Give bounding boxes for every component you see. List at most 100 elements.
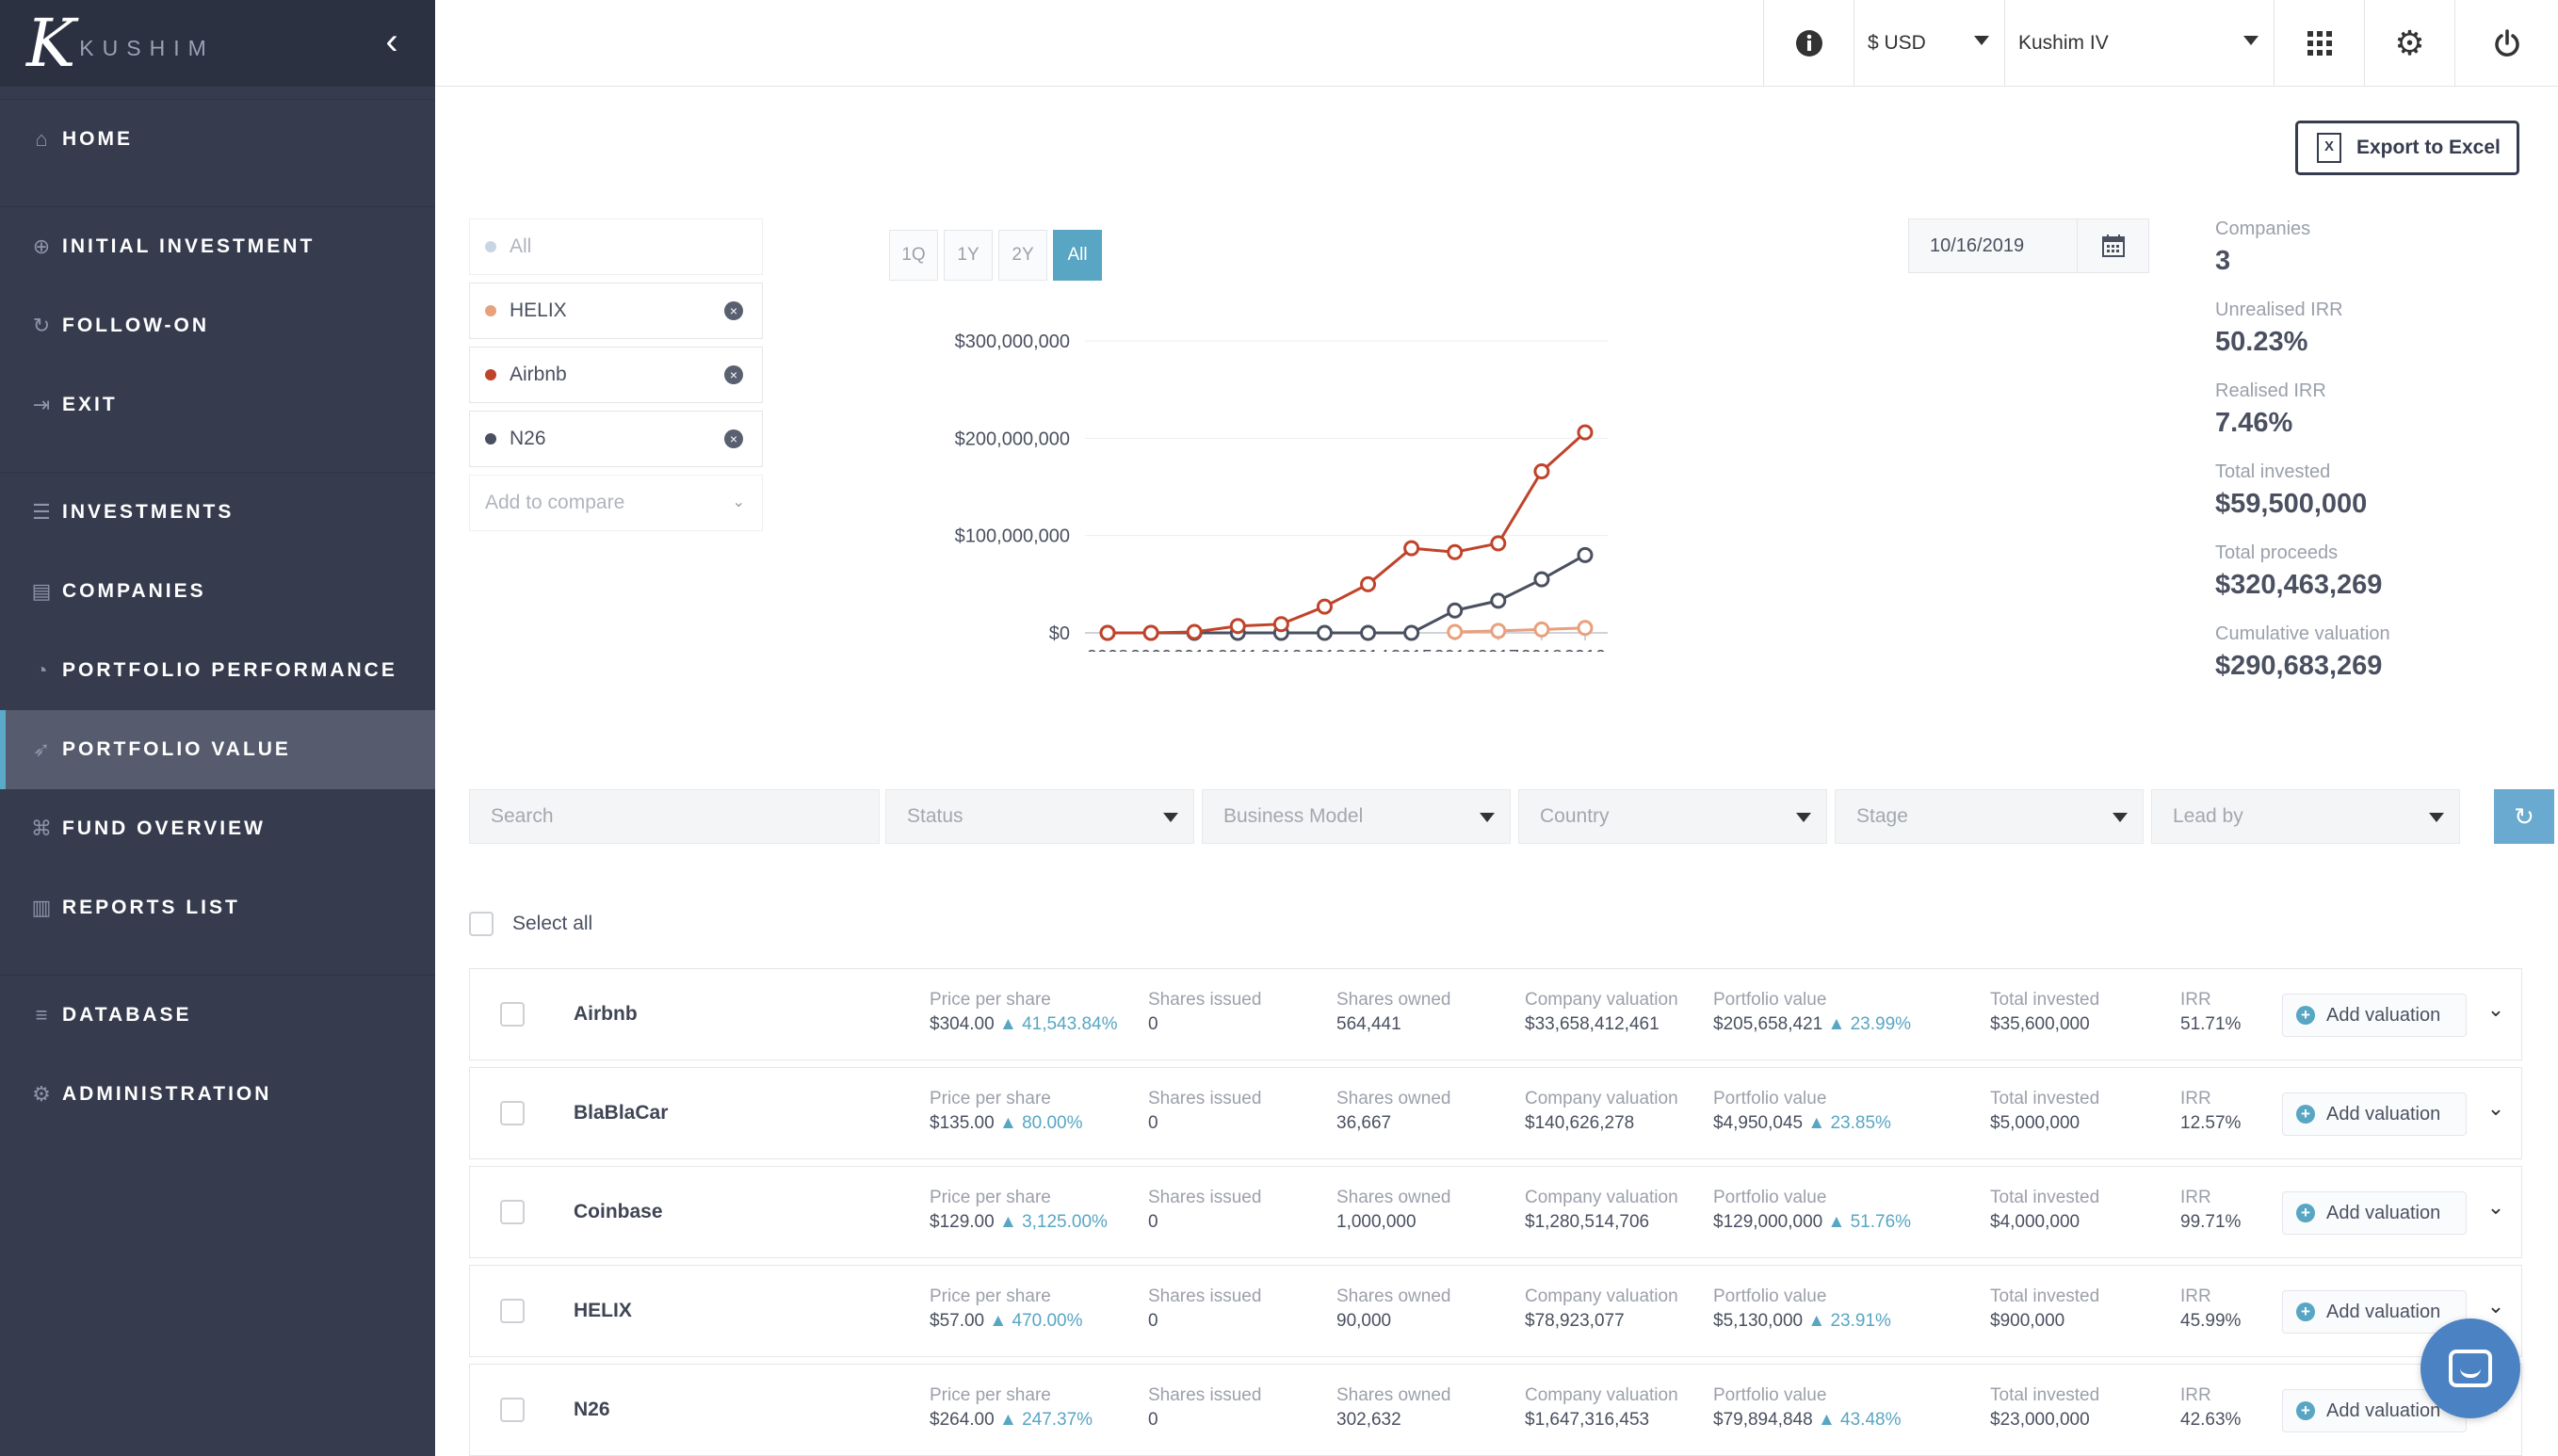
data-point-airbnb [1229, 618, 1246, 635]
sidebar-item-follow-on[interactable]: ↻ FOLLOW-ON [0, 286, 435, 365]
compare-item[interactable]: HELIX × [469, 283, 763, 339]
range-button-1y[interactable]: 1Y [944, 230, 993, 281]
add-valuation-button[interactable]: + Add valuation [2282, 1092, 2467, 1136]
dashboard-icon: ◔ [35, 658, 48, 682]
portfolio-value-chart: $0 $100,000,000 $200,000,000 $300,000,000 20… [955, 332, 1608, 652]
refresh-icon: ↻ [2514, 801, 2534, 831]
company-name: HELIX [574, 1300, 632, 1321]
select-all-checkbox[interactable] [469, 912, 494, 936]
collapse-sidebar-icon[interactable]: ‹ [385, 21, 398, 62]
info-button[interactable] [1763, 0, 1854, 87]
cell-change: 51.76% [1850, 1212, 1912, 1232]
sidebar-item-investments[interactable]: ☰ INVESTMENTS [0, 473, 435, 552]
sidebar-item-administration[interactable]: ⚙ ADMINISTRATION [0, 1055, 435, 1134]
sidebar-item-label: FUND OVERVIEW [62, 817, 266, 839]
filter-country-select[interactable]: Country [1518, 789, 1827, 844]
add-valuation-button[interactable]: + Add valuation [2282, 1389, 2467, 1432]
add-valuation-label: Add valuation [2326, 1004, 2441, 1026]
cell-value: $57.00 [930, 1311, 985, 1331]
table-row: HELIX Price per share $57.00 ▲ 470.00% Shar… [469, 1265, 2522, 1357]
date-value: 10/16/2019 [1930, 235, 2025, 256]
cell-value-line: 99.71% [2180, 1210, 2241, 1235]
logout-button[interactable] [2454, 0, 2558, 87]
sidebar-item-label: COMPANIES [62, 580, 206, 602]
sidebar-item-reports-list[interactable]: ▥ REPORTS LIST [0, 868, 435, 947]
cell-value-line: 0 [1148, 1111, 1261, 1136]
chevron-down-icon[interactable]: ⌄ [2486, 1195, 2505, 1219]
cell-change: 23.91% [1830, 1311, 1891, 1331]
chevron-down-icon[interactable]: ⌄ [2486, 1096, 2505, 1120]
cell-label: Shares owned [1336, 1286, 1451, 1306]
remove-icon[interactable]: × [724, 365, 743, 384]
sidebar-item-label: FOLLOW-ON [62, 315, 210, 336]
add-valuation-button[interactable]: + Add valuation [2282, 1290, 2467, 1334]
filter-status-select[interactable]: Status [885, 789, 1194, 844]
cell-label: Total invested [1990, 990, 2100, 1010]
data-point-airbnb [1186, 623, 1203, 640]
cell-value-line: $35,600,000 [1990, 1012, 2099, 1037]
stat-value: 7.46% [2215, 408, 2293, 438]
filter-lead-by-select[interactable]: Lead by [2151, 789, 2460, 844]
sidebar-item-label: ADMINISTRATION [62, 1083, 272, 1105]
refresh-button[interactable]: ↻ [2494, 789, 2554, 844]
logo-mark: K [26, 5, 76, 82]
sidebar-item-exit[interactable]: ⇥ EXIT [0, 365, 435, 445]
search-input[interactable]: Search [469, 789, 880, 844]
range-button-all[interactable]: All [1053, 230, 1102, 281]
select-all[interactable]: Select all [469, 912, 592, 936]
cell-label: Portfolio value [1713, 1286, 1827, 1306]
cell-value-line: $1,280,514,706 [1525, 1210, 1678, 1235]
chevron-down-icon[interactable]: ⌄ [2486, 1294, 2505, 1318]
export-to-excel-button[interactable]: X Export to Excel [2295, 121, 2519, 175]
remove-icon[interactable]: × [724, 429, 743, 448]
calendar-button[interactable] [2077, 219, 2148, 272]
sidebar-item-companies[interactable]: ▤ COMPANIES [0, 552, 435, 631]
sidebar-item-label: REPORTS LIST [62, 897, 240, 918]
range-button-1q[interactable]: 1Q [889, 230, 938, 281]
row-checkbox[interactable] [500, 1002, 525, 1027]
chat-launcher[interactable] [2420, 1318, 2520, 1418]
sidebar-item-portfolio-performance[interactable]: ◔ PORTFOLIO PERFORMANCE [0, 631, 435, 710]
sidebar-item-portfolio-value[interactable]: ➶ PORTFOLIO VALUE [0, 710, 435, 789]
sidebar-item-initial-investment[interactable]: ⊕ INITIAL INVESTMENT [0, 207, 435, 286]
remove-icon[interactable]: × [724, 301, 743, 320]
row-checkbox[interactable] [500, 1101, 525, 1125]
currency-select[interactable]: $ USD [1854, 0, 2004, 87]
cell-value-line: 51.71% [2180, 1012, 2241, 1037]
cell-shares-owned: Shares owned 1,000,000 [1336, 1186, 1450, 1235]
add-to-compare-select[interactable]: Add to compare ⌄ [469, 475, 763, 531]
range-button-2y[interactable]: 2Y [998, 230, 1047, 281]
cell-label: IRR [2180, 1188, 2211, 1207]
settings-button[interactable]: ⚙ [2364, 0, 2454, 87]
stat-value: $320,463,269 [2215, 570, 2383, 600]
sidebar-item-database[interactable]: ≡ DATABASE [0, 976, 435, 1055]
add-valuation-button[interactable]: + Add valuation [2282, 1191, 2467, 1235]
stat-item: Total proceeds $320,463,269 [2215, 542, 2535, 623]
sidebar-item-fund-overview[interactable]: ⌘ FUND OVERVIEW [0, 789, 435, 868]
row-checkbox[interactable] [500, 1299, 525, 1323]
compare-item[interactable]: Airbnb × [469, 347, 763, 403]
stat-value: 3 [2215, 246, 2231, 276]
x-tick-label: 2016 [1433, 647, 1476, 652]
compare-item[interactable]: N26 × [469, 411, 763, 467]
fund-select[interactable]: Kushim IV [2004, 0, 2274, 87]
cell-label: Portfolio value [1713, 1385, 1827, 1405]
filter-stage-select[interactable]: Stage [1835, 789, 2144, 844]
cell-label: Price per share [930, 1286, 1051, 1306]
date-picker[interactable]: 10/16/2019 [1908, 218, 2149, 273]
row-checkbox[interactable] [500, 1398, 525, 1422]
row-checkbox[interactable] [500, 1200, 525, 1224]
filter-business-model-select[interactable]: Business Model [1202, 789, 1511, 844]
series-color-dot [485, 433, 496, 445]
compare-all[interactable]: All [469, 218, 763, 275]
apps-button[interactable] [2274, 0, 2364, 87]
cell-shares-owned: Shares owned 90,000 [1336, 1285, 1450, 1334]
chevron-down-icon[interactable]: ⌄ [2486, 997, 2505, 1021]
add-valuation-button[interactable]: + Add valuation [2282, 994, 2467, 1037]
sidebar-item-home[interactable]: ⌂ HOME [0, 100, 435, 179]
stat-label: Total invested [2215, 461, 2331, 482]
cell-total-invested: Total invested $900,000 [1990, 1285, 2099, 1334]
companies-list: Airbnb Price per share $304.00 ▲ 41,543.84… [469, 968, 2522, 1456]
series-color-dot [485, 305, 496, 316]
data-point-helix [1533, 621, 1550, 638]
